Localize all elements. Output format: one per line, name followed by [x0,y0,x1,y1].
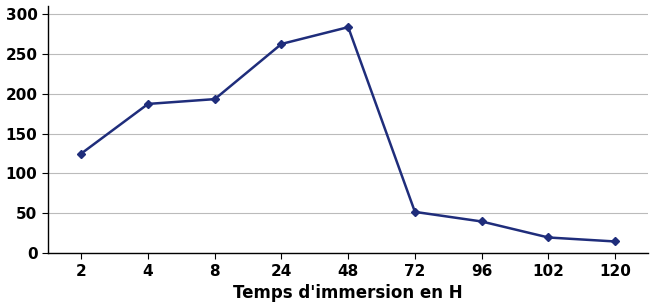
X-axis label: Temps d'immersion en H: Temps d'immersion en H [233,285,463,302]
